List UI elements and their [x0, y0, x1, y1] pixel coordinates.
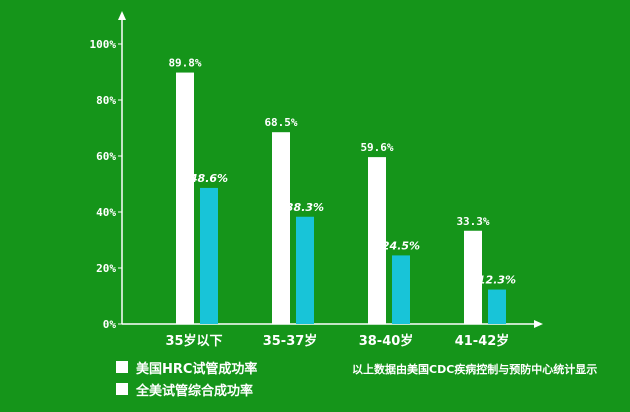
- x-tick-label: 38-40岁: [359, 333, 414, 349]
- bar-series-1: [176, 72, 194, 324]
- legend-item-series-2: 全美试管综合成功率: [116, 378, 257, 400]
- y-axis: [118, 11, 126, 324]
- data-label-series-1: 33.3%: [456, 215, 489, 228]
- legend-label-series-1: 美国HRC试管成功率: [136, 361, 258, 377]
- legend-swatch-series-1: [116, 361, 128, 373]
- x-tick-label: 35-37岁: [263, 333, 318, 349]
- bar-series-1: [368, 157, 386, 324]
- data-label-series-1: 59.6%: [360, 141, 393, 154]
- data-label-series-1: 68.5%: [264, 116, 297, 129]
- data-label-series-2: 38.3%: [286, 201, 324, 214]
- data-label-series-2: 48.6%: [189, 172, 228, 185]
- data-label-series-2: 24.5%: [382, 239, 420, 252]
- legend: 美国HRC试管成功率 全美试管综合成功率: [116, 356, 257, 400]
- bar-series-2: [200, 187, 218, 324]
- y-tick-label: 80%: [96, 94, 116, 107]
- legend-label-series-2: 全美试管综合成功率: [136, 383, 254, 399]
- data-label-series-1: 89.8%: [168, 57, 201, 70]
- bar-series-2: [392, 255, 410, 324]
- y-tick-label: 100%: [90, 38, 117, 51]
- data-label-series-2: 12.3%: [478, 274, 516, 287]
- bar-series-1: [464, 230, 482, 324]
- x-tick-label: 41-42岁: [455, 333, 510, 349]
- bar-series-2: [296, 216, 314, 324]
- y-tick-label: 20%: [96, 262, 116, 275]
- y-tick-label: 40%: [96, 206, 116, 219]
- y-tick-label: 0%: [103, 318, 117, 331]
- legend-item-series-1: 美国HRC试管成功率: [116, 356, 257, 378]
- legend-swatch-series-2: [116, 383, 128, 395]
- bar-series-1: [272, 132, 290, 324]
- x-tick-label: 35岁以下: [165, 333, 222, 349]
- bar-series-2: [488, 289, 506, 324]
- source-annotation: 以上数据由美国CDC疾病控制与预防中心统计显示: [352, 363, 598, 376]
- y-tick-label: 60%: [96, 150, 116, 163]
